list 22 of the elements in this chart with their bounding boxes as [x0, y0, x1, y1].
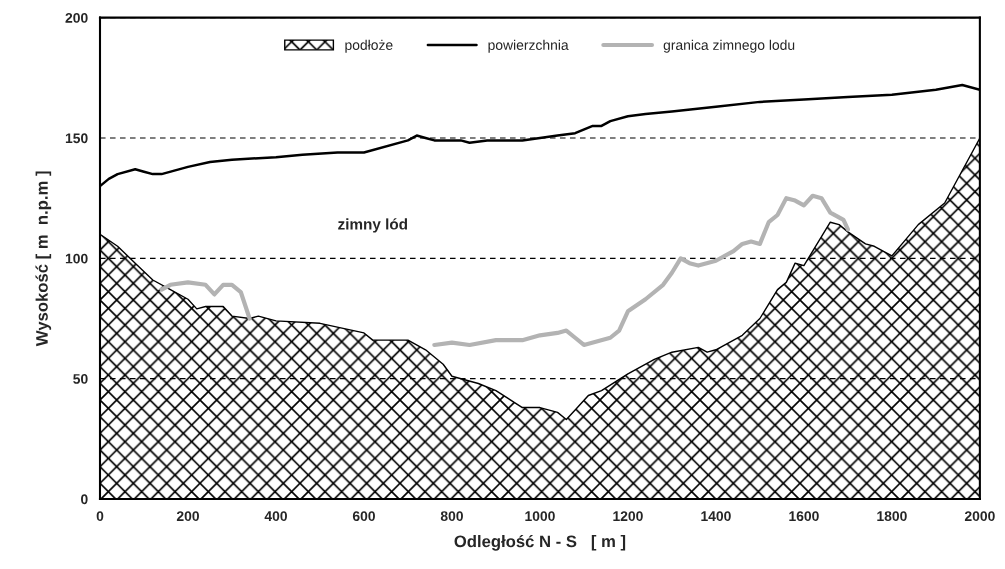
legend-label: granica zimnego lodu — [663, 39, 795, 53]
y-axis-title: Wysokość [ m n.p.m ] — [35, 171, 52, 347]
annotation: zimny lód — [338, 218, 408, 233]
x-tick-label: 1600 — [789, 511, 819, 522]
legend-label: podłoże — [345, 39, 393, 53]
x-axis-title: Odległość N - S [ m ] — [454, 534, 626, 551]
x-tick-label: 1800 — [877, 511, 907, 522]
x-tick-label: 1000 — [525, 511, 555, 522]
x-tick-label: 0 — [96, 511, 104, 522]
x-tick-label: 1200 — [613, 511, 643, 522]
x-tick-label: 400 — [264, 511, 287, 522]
x-tick-label: 800 — [440, 511, 463, 522]
legend-label: powierzchnia — [488, 39, 569, 53]
x-tick-label: 200 — [176, 511, 199, 522]
y-tick-label: 50 — [73, 374, 88, 384]
x-tick-label: 2000 — [964, 511, 995, 522]
y-tick-label: 100 — [65, 253, 88, 264]
x-tick-label: 1400 — [701, 511, 731, 522]
y-tick-label: 0 — [81, 494, 88, 505]
y-tick-label: 150 — [65, 133, 88, 144]
y-tick-label: 200 — [65, 12, 88, 23]
x-tick-label: 600 — [352, 511, 375, 522]
